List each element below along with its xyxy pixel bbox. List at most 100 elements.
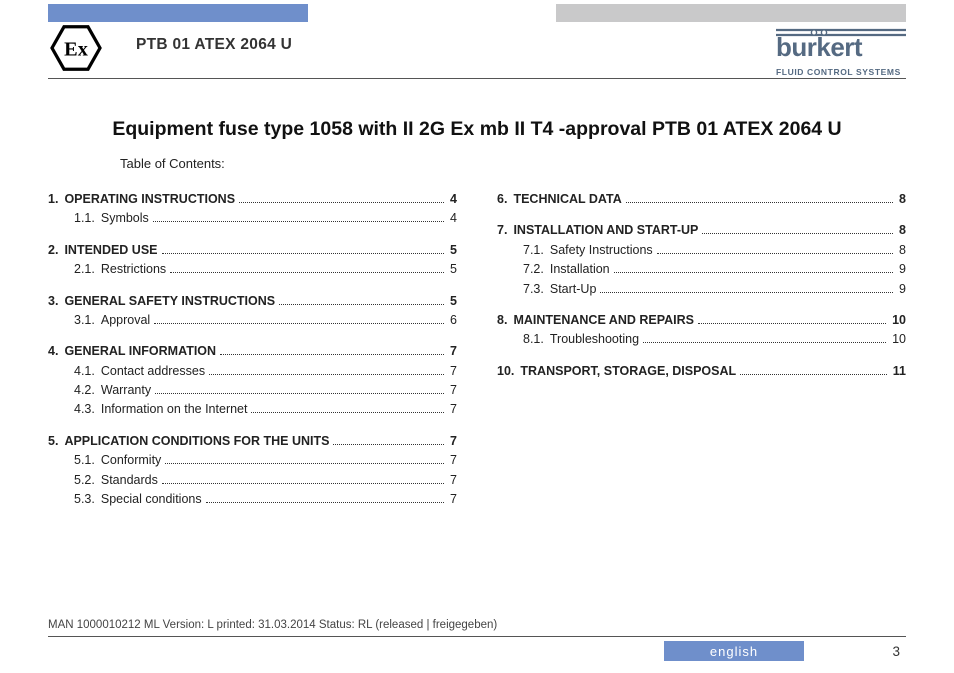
toc-entry-sub: 5.2.Standards7 <box>48 471 457 490</box>
language-badge: english <box>664 641 804 661</box>
toc-leader-dots <box>614 272 893 273</box>
toc-entry-page: 4 <box>448 190 457 209</box>
toc-entry-number: 4. <box>48 342 64 361</box>
ex-mark-icon: Ex <box>48 24 104 72</box>
toc-entry-sub: 7.1.Safety Instructions8 <box>497 241 906 260</box>
toc-entry-page: 9 <box>897 280 906 299</box>
toc-entry-sub: 7.3.Start-Up 9 <box>497 280 906 299</box>
toc-leader-dots <box>600 292 893 293</box>
toc-entry-number: 2.1. <box>74 260 101 279</box>
toc-section: 5.APPLICATION CONDITIONS FOR THE UNITS75… <box>48 432 457 510</box>
toc-leader-dots <box>279 304 444 305</box>
toc-leader-dots <box>657 253 893 254</box>
toc-entry-number: 1.1. <box>74 209 101 228</box>
toc-entry-page: 6 <box>448 311 457 330</box>
toc-entry-sub: 8.1.Troubleshooting 10 <box>497 330 906 349</box>
toc-heading: Table of Contents: <box>120 156 225 171</box>
svg-text:burkert: burkert <box>776 32 863 60</box>
toc-entry-page: 7 <box>448 381 457 400</box>
toc-entry-heading: 8.MAINTENANCE AND REPAIRS10 <box>497 311 906 330</box>
toc-entry-page: 8 <box>897 221 906 240</box>
toc-entry-heading: 5.APPLICATION CONDITIONS FOR THE UNITS7 <box>48 432 457 451</box>
toc-entry-page: 7 <box>448 451 457 470</box>
accent-bar-left <box>48 4 308 22</box>
toc-section: 7.INSTALLATION AND START-UP87.1.Safety I… <box>497 221 906 299</box>
toc-section: 2.INTENDED USE52.1.Restrictions5 <box>48 241 457 280</box>
toc-leader-dots <box>740 374 887 375</box>
toc-entry-number: 7.1. <box>523 241 550 260</box>
toc-leader-dots <box>153 221 444 222</box>
document-page: Ex PTB 01 ATEX 2064 U burkert FLUID CONT… <box>0 0 954 673</box>
toc-entry-number: 1. <box>48 190 64 209</box>
toc-entry-heading: 7.INSTALLATION AND START-UP8 <box>497 221 906 240</box>
toc-entry-page: 7 <box>448 471 457 490</box>
accent-bar-right <box>556 4 906 22</box>
toc-entry-page: 5 <box>448 260 457 279</box>
toc-entry-sub: 4.1.Contact addresses7 <box>48 362 457 381</box>
toc-entry-page: 8 <box>897 190 906 209</box>
toc-column-right: 6.TECHNICAL DATA87.INSTALLATION AND STAR… <box>497 190 906 593</box>
toc-entry-number: 5.1. <box>74 451 101 470</box>
toc-entry-number: 7.2. <box>523 260 550 279</box>
footer-metadata: MAN 1000010212 ML Version: L printed: 31… <box>48 619 497 631</box>
toc-entry-sub: 7.2.Installation9 <box>497 260 906 279</box>
toc-entry-sub: 1.1.Symbols 4 <box>48 209 457 228</box>
page-number: 3 <box>892 644 900 659</box>
page-header: Ex PTB 01 ATEX 2064 U burkert FLUID CONT… <box>48 30 906 70</box>
toc-entry-text: TRANSPORT, STORAGE, DISPOSAL <box>520 362 736 381</box>
toc-entry-number: 4.2. <box>74 381 101 400</box>
toc-entry-text: INTENDED USE <box>64 241 157 260</box>
page-title: Equipment fuse type 1058 with II 2G Ex m… <box>48 118 906 141</box>
toc-entry-number: 6. <box>497 190 513 209</box>
toc-entry-number: 3.1. <box>74 311 101 330</box>
toc-entry-text: Standards <box>101 471 158 490</box>
toc-entry-text: Warranty <box>101 381 151 400</box>
toc-entry-number: 7.3. <box>523 280 550 299</box>
toc-entry-heading: 4.GENERAL INFORMATION7 <box>48 342 457 361</box>
toc-entry-number: 8.1. <box>523 330 550 349</box>
toc-entry-number: 8. <box>497 311 513 330</box>
toc-entry-sub: 3.1.Approval6 <box>48 311 457 330</box>
brand-tagline: FLUID CONTROL SYSTEMS <box>776 67 906 77</box>
toc-entry-text: GENERAL SAFETY INSTRUCTIONS <box>64 292 275 311</box>
toc-leader-dots <box>162 483 444 484</box>
toc-leader-dots <box>162 253 445 254</box>
toc-leader-dots <box>206 502 444 503</box>
toc-entry-number: 4.3. <box>74 400 101 419</box>
toc-entry-heading: 1.OPERATING INSTRUCTIONS4 <box>48 190 457 209</box>
toc-section: 8.MAINTENANCE AND REPAIRS108.1.Troublesh… <box>497 311 906 350</box>
toc-entry-number: 4.1. <box>74 362 101 381</box>
toc-entry-page: 10 <box>890 311 906 330</box>
toc-entry-page: 5 <box>448 241 457 260</box>
toc-entry-sub: 4.2.Warranty 7 <box>48 381 457 400</box>
toc-leader-dots <box>154 323 444 324</box>
toc-leader-dots <box>170 272 444 273</box>
toc-entry-number: 5. <box>48 432 64 451</box>
toc-entry-number: 10. <box>497 362 520 381</box>
toc-leader-dots <box>209 374 444 375</box>
toc-entry-number: 3. <box>48 292 64 311</box>
toc-entry-text: Conformity <box>101 451 161 470</box>
toc-entry-page: 7 <box>448 432 457 451</box>
toc-entry-page: 7 <box>448 490 457 509</box>
toc-entry-number: 7. <box>497 221 513 240</box>
header-divider <box>48 78 906 79</box>
toc-entry-text: Start-Up <box>550 280 597 299</box>
toc-entry-heading: 10.TRANSPORT, STORAGE, DISPOSAL 11 <box>497 362 906 381</box>
toc-leader-dots <box>251 412 444 413</box>
toc-entry-page: 4 <box>448 209 457 228</box>
toc-entry-page: 10 <box>890 330 906 349</box>
toc-entry-page: 5 <box>448 292 457 311</box>
toc-entry-text: Symbols <box>101 209 149 228</box>
toc-entry-sub: 2.1.Restrictions 5 <box>48 260 457 279</box>
toc-entry-sub: 4.3.Information on the Internet7 <box>48 400 457 419</box>
toc-entry-text: Special conditions <box>101 490 202 509</box>
toc-entry-text: Installation <box>550 260 610 279</box>
toc-entry-page: 11 <box>891 362 906 381</box>
toc-leader-dots <box>643 342 886 343</box>
toc-entry-page: 8 <box>897 241 906 260</box>
toc-entry-text: Troubleshooting <box>550 330 639 349</box>
footer-divider <box>48 636 906 637</box>
toc-section: 4.GENERAL INFORMATION74.1.Contact addres… <box>48 342 457 420</box>
toc-entry-text: Restrictions <box>101 260 166 279</box>
